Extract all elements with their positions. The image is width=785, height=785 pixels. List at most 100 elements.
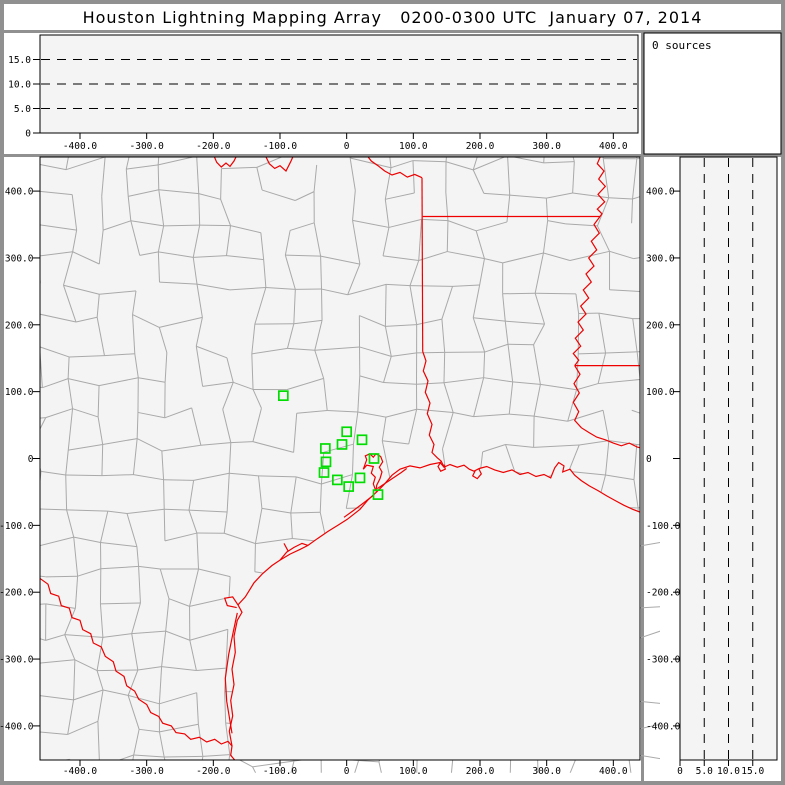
station-marker [356, 434, 368, 446]
county-line [533, 344, 541, 385]
county-line [159, 723, 199, 733]
county-line [569, 250, 610, 261]
county-line [472, 317, 486, 353]
ew-x-tick-label: 200.0 [466, 141, 495, 152]
county-line [533, 444, 580, 448]
county-line [447, 251, 485, 260]
county-line [191, 407, 202, 446]
map-y-tick-label: 300.0 [5, 253, 34, 264]
county-line [128, 694, 160, 705]
county-line [40, 508, 67, 511]
county-line [165, 630, 190, 641]
county-line [228, 576, 231, 598]
county-line [225, 722, 231, 755]
county-line [287, 347, 315, 351]
county-line [137, 411, 165, 419]
mississippi-lower [572, 365, 640, 449]
county-line [412, 160, 415, 194]
county-line [104, 353, 135, 357]
county-line [252, 766, 265, 773]
county-line [73, 659, 76, 700]
map-plot-area[interactable] [40, 157, 640, 760]
county-line [67, 378, 74, 409]
county-line [67, 408, 74, 451]
county-line [533, 384, 541, 417]
ns-x-tick-label: 15.0 [741, 766, 764, 777]
county-line [229, 472, 259, 477]
county-line [509, 413, 535, 417]
county-line [472, 284, 481, 318]
county-line [263, 259, 267, 288]
county-line [42, 378, 69, 389]
county-line [506, 195, 511, 223]
county-line [65, 450, 69, 475]
county-line [256, 167, 263, 191]
county-line [131, 630, 166, 635]
county-line [40, 163, 67, 171]
county-line [101, 474, 134, 477]
county-line [447, 220, 477, 232]
county-line [265, 287, 296, 290]
county-line [293, 289, 296, 324]
county-line [502, 292, 536, 295]
county-line [579, 440, 609, 446]
county-line [132, 314, 160, 328]
county-line [107, 510, 128, 514]
lma-stations [277, 390, 384, 500]
red-river-west [213, 157, 237, 168]
county-line [443, 352, 446, 383]
county-line [608, 197, 633, 200]
county-line [452, 284, 480, 287]
ns-x-tick-label: 10.0 [717, 766, 740, 777]
ew-x-tick-label: -200.0 [196, 141, 231, 152]
county-line [41, 659, 75, 664]
ns-x-tick-label: 5.0 [696, 766, 713, 777]
county-line [473, 317, 506, 322]
county-line [100, 602, 141, 605]
county-line [65, 157, 106, 171]
sources-counter: 0 sources [652, 39, 712, 52]
sabine-lake [437, 460, 447, 472]
county-line [158, 327, 168, 353]
county-line [261, 189, 296, 201]
county-line [164, 755, 203, 758]
county-line [62, 285, 77, 323]
county-line [188, 480, 195, 511]
county-line [188, 509, 228, 513]
county-line [391, 352, 417, 357]
county-line [165, 598, 170, 632]
county-line [286, 323, 295, 349]
county-line [97, 416, 104, 445]
ns-plot-area[interactable] [679, 156, 778, 761]
county-line [67, 356, 70, 379]
county-line [319, 483, 322, 513]
county-line [163, 224, 200, 227]
county-line [605, 474, 635, 481]
county-line [45, 603, 76, 609]
county-line [158, 731, 165, 758]
map-x-tick-label: 300.0 [532, 766, 561, 777]
county-line [157, 225, 165, 252]
county-line [189, 597, 230, 607]
county-line [125, 169, 129, 197]
county-line [198, 193, 221, 200]
county-line [65, 157, 75, 170]
county-line [384, 284, 387, 327]
county-line [482, 444, 506, 453]
map-y-tick-label: 100.0 [5, 387, 34, 398]
county-line [472, 157, 484, 171]
county-line [228, 442, 232, 474]
county-line [126, 164, 159, 170]
county-line [102, 438, 138, 445]
county-line [261, 507, 291, 514]
county-line [40, 312, 77, 323]
county-line [537, 758, 539, 773]
county-line [352, 219, 390, 228]
county-line [192, 257, 198, 285]
county-line [164, 532, 198, 542]
county-line [409, 285, 418, 325]
county-line [632, 158, 638, 200]
county-line [598, 312, 607, 354]
county-line [449, 759, 454, 773]
county-line [608, 440, 637, 445]
